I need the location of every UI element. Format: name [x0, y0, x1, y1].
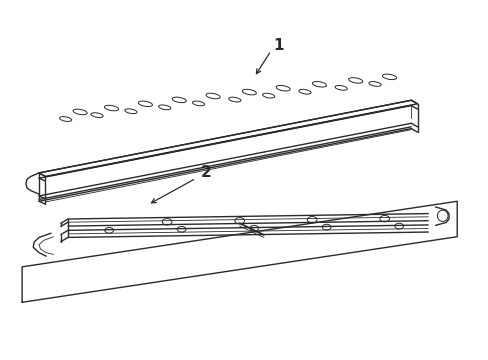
Text: 2: 2 — [200, 165, 211, 180]
Text: 1: 1 — [272, 38, 283, 53]
